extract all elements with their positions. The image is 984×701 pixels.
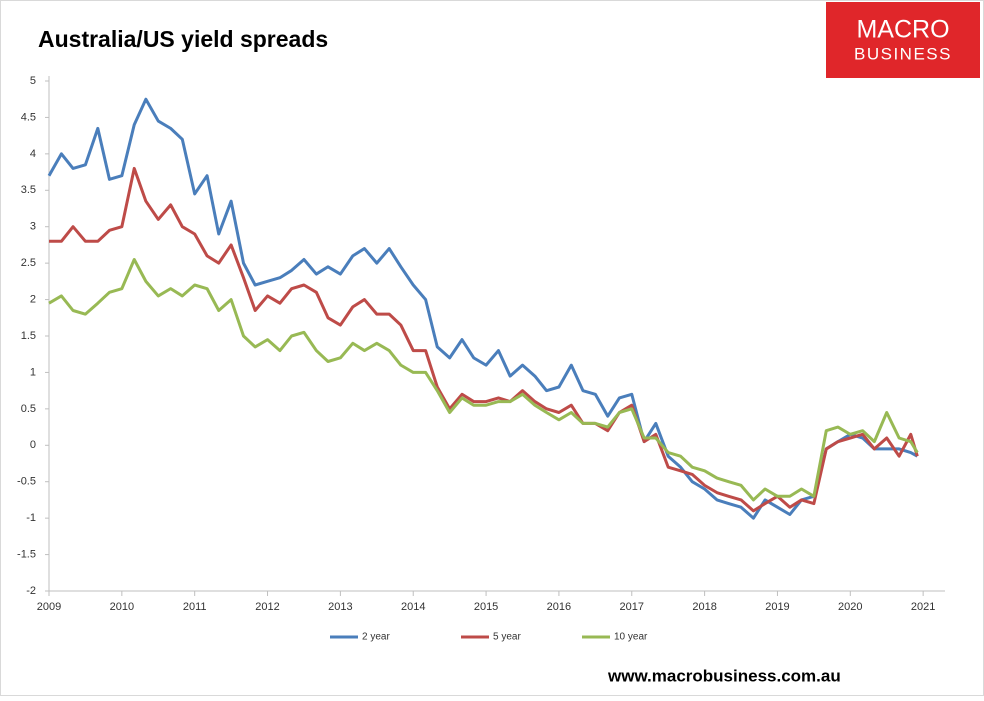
x-tick-label: 2012 — [255, 601, 279, 613]
series-line — [48, 258, 919, 502]
y-tick-label: -1 — [26, 512, 36, 524]
logo-text: BUSINESS — [854, 44, 952, 63]
y-tick-label: 0 — [30, 439, 36, 451]
x-tick-label: 2021 — [911, 601, 935, 613]
y-tick-label: 5 — [30, 75, 36, 87]
y-tick-label: 2 — [30, 293, 36, 305]
x-tick-label: 2015 — [474, 601, 498, 613]
y-tick-label: -2 — [26, 585, 36, 597]
x-tick-label: 2016 — [547, 601, 571, 613]
y-tick-label: 3.5 — [21, 184, 36, 196]
x-tick-label: 2014 — [401, 601, 425, 613]
y-tick-label: 2.5 — [21, 257, 36, 269]
y-tick-label: 4 — [30, 148, 36, 160]
y-tick-label: 1.5 — [21, 330, 36, 342]
logo-box — [826, 2, 980, 78]
x-tick-label: 2010 — [110, 601, 134, 613]
series-line — [47, 97, 919, 520]
x-tick-label: 2011 — [183, 601, 207, 613]
x-tick-label: 2019 — [765, 601, 789, 613]
footer-url: www.macrobusiness.com.au — [607, 666, 841, 685]
y-tick-label: -0.5 — [17, 476, 36, 488]
legend-label: 10 year — [614, 632, 648, 643]
x-tick-label: 2009 — [37, 601, 61, 613]
logo-text: MACRO — [856, 16, 949, 44]
x-tick-label: 2020 — [838, 601, 862, 613]
x-tick-label: 2017 — [620, 601, 644, 613]
y-tick-label: 4.5 — [21, 111, 36, 123]
legend-label: 5 year — [493, 632, 521, 643]
legend-label: 2 year — [362, 632, 390, 643]
y-tick-label: 0.5 — [21, 403, 36, 415]
y-tick-label: -1.5 — [17, 548, 36, 560]
x-tick-label: 2018 — [692, 601, 716, 613]
x-tick-label: 2013 — [328, 601, 352, 613]
chart-title: Australia/US yield spreads — [38, 26, 328, 52]
y-tick-label: 1 — [30, 366, 36, 378]
y-tick-label: 3 — [30, 221, 36, 233]
